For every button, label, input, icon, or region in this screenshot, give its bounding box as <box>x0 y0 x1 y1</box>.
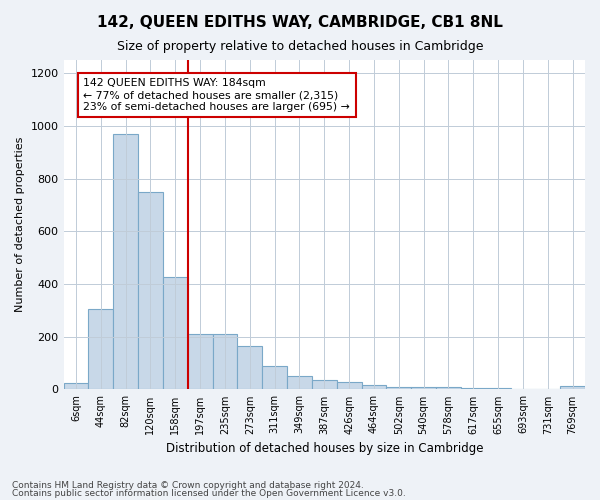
Bar <box>64 383 88 390</box>
Bar <box>337 382 362 390</box>
Y-axis label: Number of detached properties: Number of detached properties <box>15 137 25 312</box>
Text: 142, QUEEN EDITHS WAY, CAMBRIDGE, CB1 8NL: 142, QUEEN EDITHS WAY, CAMBRIDGE, CB1 8N… <box>97 15 503 30</box>
Bar <box>386 387 411 390</box>
Bar <box>113 134 138 390</box>
Text: Contains public sector information licensed under the Open Government Licence v3: Contains public sector information licen… <box>12 489 406 498</box>
Bar <box>262 366 287 390</box>
Bar <box>411 388 436 390</box>
Bar <box>436 388 461 390</box>
Text: Size of property relative to detached houses in Cambridge: Size of property relative to detached ho… <box>117 40 483 53</box>
Bar <box>188 334 212 390</box>
Bar <box>238 346 262 390</box>
Bar <box>362 384 386 390</box>
Bar <box>312 380 337 390</box>
X-axis label: Distribution of detached houses by size in Cambridge: Distribution of detached houses by size … <box>166 442 483 455</box>
Bar <box>88 309 113 390</box>
Bar <box>511 388 535 390</box>
Bar <box>138 192 163 390</box>
Bar <box>560 386 585 390</box>
Bar <box>287 376 312 390</box>
Bar <box>485 388 511 390</box>
Text: Contains HM Land Registry data © Crown copyright and database right 2024.: Contains HM Land Registry data © Crown c… <box>12 480 364 490</box>
Text: 142 QUEEN EDITHS WAY: 184sqm
← 77% of detached houses are smaller (2,315)
23% of: 142 QUEEN EDITHS WAY: 184sqm ← 77% of de… <box>83 78 350 112</box>
Bar <box>163 278 188 390</box>
Bar <box>461 388 485 390</box>
Bar <box>212 334 238 390</box>
Bar <box>535 389 560 390</box>
